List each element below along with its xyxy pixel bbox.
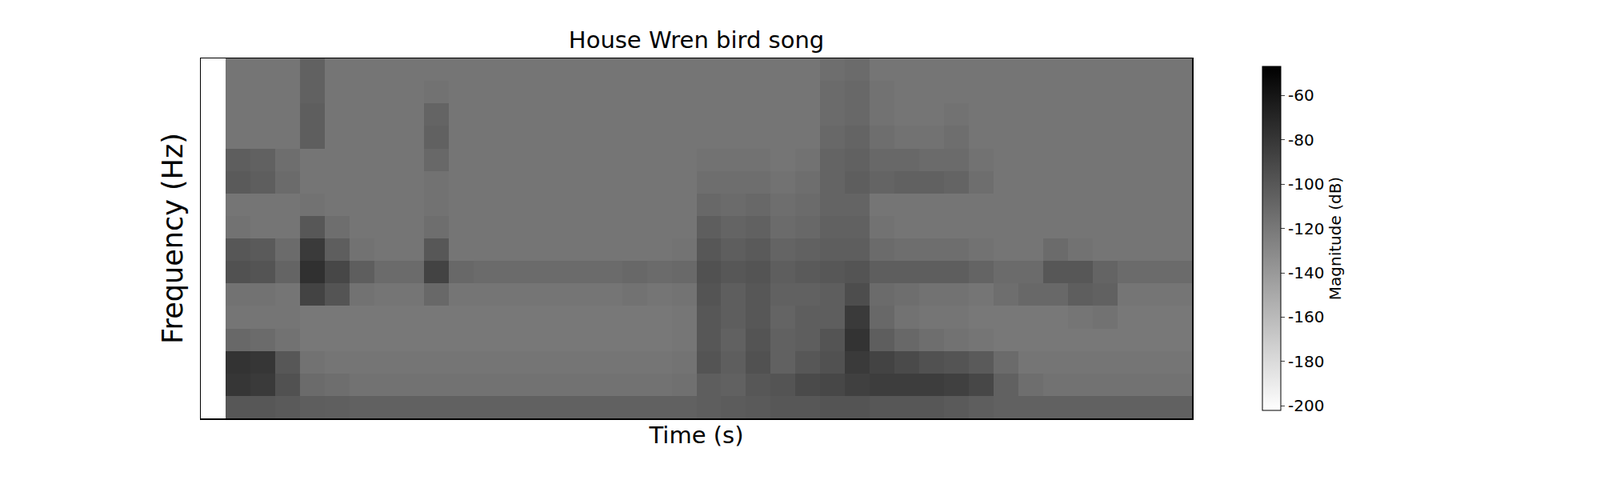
svg-text:-80: -80 bbox=[1288, 130, 1315, 150]
svg-text:Time (s): Time (s) bbox=[648, 421, 744, 449]
svg-text:-120: -120 bbox=[1288, 219, 1324, 239]
svg-text:Frequency (Hz): Frequency (Hz) bbox=[156, 132, 189, 344]
svg-text:-60: -60 bbox=[1288, 85, 1315, 105]
svg-text:-160: -160 bbox=[1288, 307, 1324, 327]
svg-text:Magnitude (dB): Magnitude (dB) bbox=[1325, 176, 1345, 300]
svg-text:-140: -140 bbox=[1288, 263, 1324, 283]
svg-text:-180: -180 bbox=[1288, 352, 1324, 372]
svg-text:House Wren bird song: House Wren bird song bbox=[568, 26, 824, 54]
svg-text:-200: -200 bbox=[1288, 396, 1324, 416]
svg-text:-100: -100 bbox=[1288, 174, 1324, 194]
